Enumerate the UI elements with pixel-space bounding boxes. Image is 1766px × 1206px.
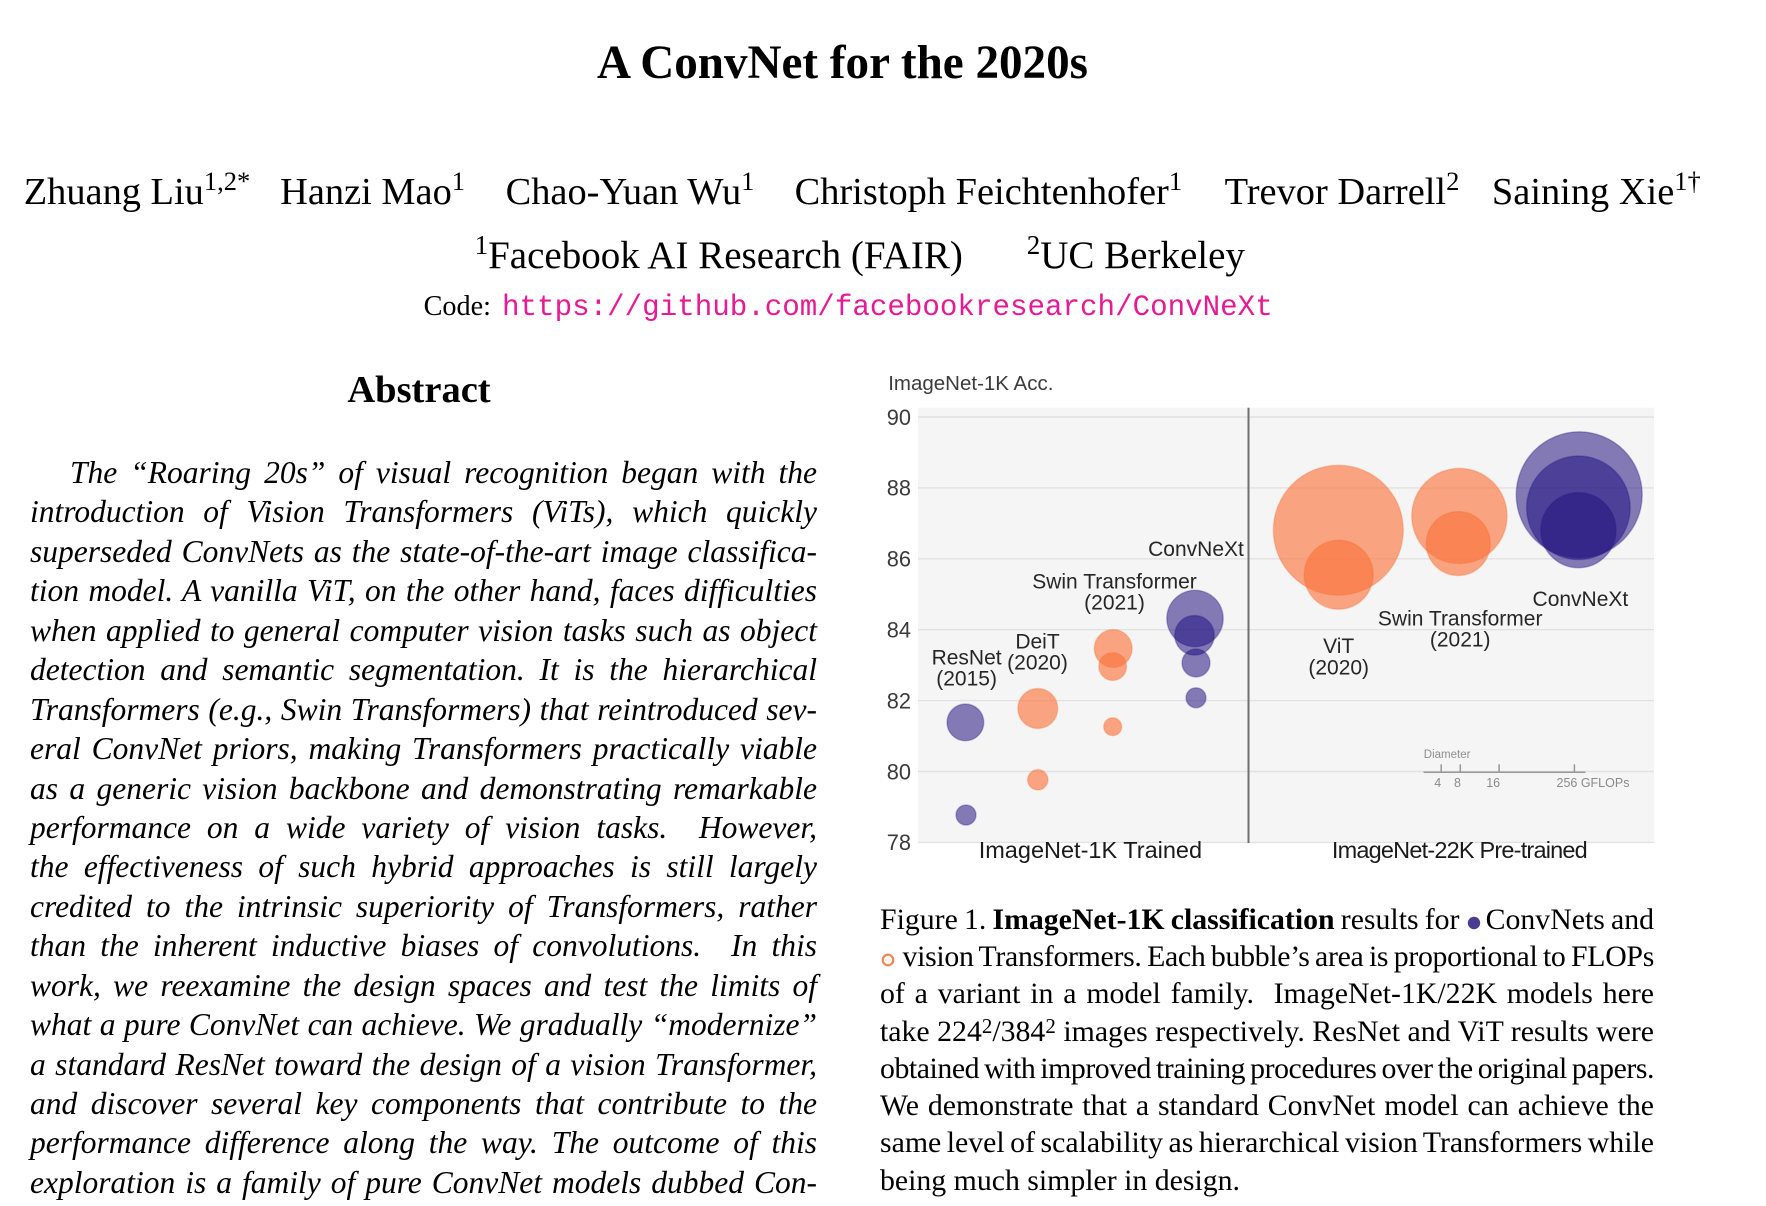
svg-text:(2020): (2020) <box>1007 651 1068 674</box>
svg-text:ResNet: ResNet <box>932 647 1002 670</box>
svg-text:ImageNet-1K Trained: ImageNet-1K Trained <box>979 837 1202 863</box>
svg-text:Swin Transformer: Swin Transformer <box>1378 608 1543 631</box>
svg-text:86: 86 <box>887 547 911 572</box>
svg-text:80: 80 <box>887 759 911 784</box>
svg-text:256 GFLOPs: 256 GFLOPs <box>1557 776 1630 790</box>
svg-text:DeiT: DeiT <box>1015 631 1060 654</box>
svg-text:(2021): (2021) <box>1084 592 1145 615</box>
svg-text:8: 8 <box>1454 776 1461 790</box>
svg-text:82: 82 <box>887 688 911 713</box>
svg-text:ImageNet-22K Pre-trained: ImageNet-22K Pre-trained <box>1332 837 1587 863</box>
svg-text:Swin Transformer: Swin Transformer <box>1032 571 1197 594</box>
svg-text:Diameter: Diameter <box>1424 749 1471 761</box>
svg-text:(2021): (2021) <box>1430 629 1491 652</box>
svg-text:4: 4 <box>1434 776 1441 790</box>
svg-text:90: 90 <box>887 405 911 430</box>
svg-text:ConvNeXt: ConvNeXt <box>1148 538 1244 561</box>
svg-text:ViT: ViT <box>1323 635 1354 658</box>
svg-text:88: 88 <box>887 476 911 501</box>
svg-text:16: 16 <box>1486 776 1500 790</box>
svg-text:ConvNeXt: ConvNeXt <box>1533 588 1629 611</box>
svg-text:78: 78 <box>887 830 911 855</box>
svg-text:ImageNet-1K Acc.: ImageNet-1K Acc. <box>888 372 1053 395</box>
svg-text:(2020): (2020) <box>1308 656 1369 679</box>
svg-text:84: 84 <box>887 618 911 643</box>
svg-text:(2015): (2015) <box>936 667 997 690</box>
